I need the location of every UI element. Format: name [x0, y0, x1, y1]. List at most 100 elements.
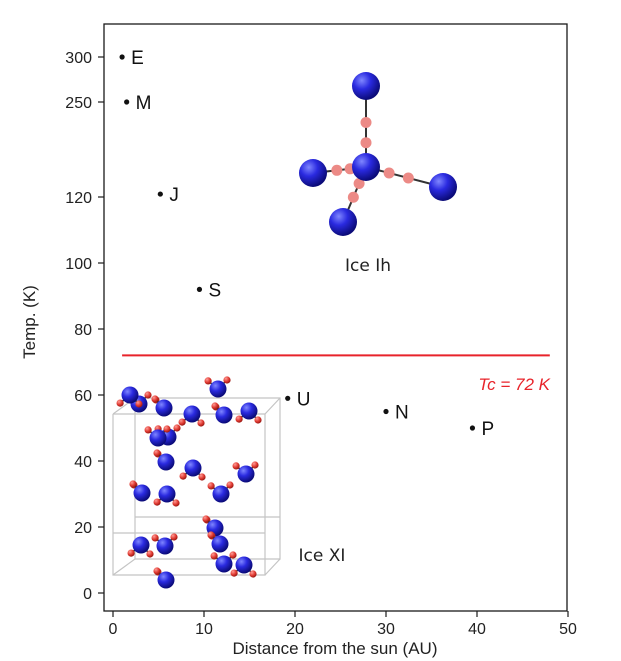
hydrogen-atom [229, 551, 237, 559]
hydrogen-atom [153, 567, 161, 575]
data-point-s [196, 286, 203, 292]
proton-site [360, 137, 372, 149]
oxygen-atom [240, 402, 258, 420]
hydrogen-atom [179, 472, 187, 480]
data-point-e [119, 54, 125, 60]
oxygen-atom [352, 72, 380, 100]
oxygen-atom [158, 485, 176, 503]
hydrogen-atom [173, 424, 181, 432]
oxygen-atom [235, 556, 253, 574]
oxygen-atom [429, 173, 457, 201]
hydrogen-atom [207, 482, 215, 490]
tc-value: = 72 K [496, 375, 551, 394]
unit-cell-edge [112, 558, 136, 576]
hydrogen-atom [144, 426, 152, 434]
y-tick-label: 100 [65, 256, 92, 273]
oxygen-atom [209, 380, 227, 398]
hydrogen-atom [249, 570, 257, 578]
hydrogen-atom [226, 481, 234, 489]
proton-site [347, 191, 359, 203]
hydrogen-atom [146, 550, 154, 558]
hydrogen-atom [153, 449, 161, 457]
oxygen-atom [299, 159, 327, 187]
hydrogen-atom [197, 419, 205, 427]
oxygen-atom [157, 571, 175, 589]
data-point-label: S [208, 280, 221, 301]
oxygen-atom [121, 386, 139, 404]
oxygen-atom [237, 465, 255, 483]
proton-site [402, 172, 414, 184]
oxygen-atom [352, 153, 380, 181]
oxygen-atom [149, 429, 167, 447]
oxygen-atom [183, 405, 201, 423]
proton-site [331, 164, 343, 176]
oxygen-atom [155, 399, 173, 417]
y-axis-ticks: 0 20 40 60 80 100 120 250 300 [65, 50, 104, 603]
data-point-label: P [481, 419, 494, 440]
y-tick-label: 20 [74, 520, 92, 537]
y-axis-title: Temp. (K) [20, 285, 39, 359]
data-point-p [469, 425, 476, 431]
hydrogen-atom [151, 534, 159, 542]
oxygen-atom [215, 555, 233, 573]
hydrogen-atom [202, 515, 210, 523]
oxygen-atom [215, 406, 233, 424]
y-tick-label: 300 [65, 50, 92, 67]
y-tick-label: 250 [65, 95, 92, 112]
hydrogen-atom [170, 533, 178, 541]
data-point-u [285, 395, 291, 401]
hydrogen-atom [153, 498, 161, 506]
hydrogen-atom [210, 552, 218, 560]
hydrogen-atom [198, 473, 206, 481]
hydrogen-atom [178, 418, 186, 426]
y-tick-label: 60 [74, 388, 92, 405]
hydrogen-atom [251, 461, 259, 469]
hydrogen-atom [129, 480, 137, 488]
oxygen-atom [329, 208, 357, 236]
y-tick-label: 40 [74, 454, 92, 471]
y-tick-label: 120 [65, 190, 92, 207]
hydrogen-atom [254, 416, 262, 424]
data-point-label: M [136, 93, 152, 114]
hydrogen-atom [172, 499, 180, 507]
hydrogen-atom [144, 391, 152, 399]
hydrogen-atom [135, 400, 143, 408]
x-axis-title: Distance from the sun (AU) [232, 639, 437, 658]
proton-site [360, 116, 372, 128]
unit-cell-edge [264, 397, 281, 415]
oxygen-atom [184, 459, 202, 477]
ice-xi-structure-illustration [112, 376, 281, 589]
ice-ih-label: Ice Ih [345, 256, 391, 276]
data-point-m [124, 99, 130, 105]
data-point-label: U [297, 389, 311, 410]
proton-site [353, 178, 365, 189]
ice-xi-label: Ice XI [299, 546, 346, 566]
ice-ih-structure-illustration [299, 72, 457, 236]
hydrogen-atom [235, 415, 243, 423]
oxygen-atom [157, 453, 175, 471]
plot-frame [103, 23, 568, 612]
oxygen-atom [211, 535, 229, 553]
proton-site [383, 167, 395, 179]
data-point-label: J [169, 185, 179, 206]
hydrogen-atom [204, 377, 212, 385]
tc-symbol: Tc [478, 375, 496, 394]
tc-label: Tc = 72 K [478, 375, 550, 394]
hydrogen-atom [163, 425, 171, 433]
data-point-label: N [395, 403, 409, 424]
data-point-label: E [131, 48, 144, 69]
hydrogen-atom [207, 531, 215, 539]
hydrogen-atom [223, 376, 231, 384]
hydrogen-atom [230, 569, 238, 577]
data-points: E M J S U N P [119, 48, 494, 440]
y-tick-label: 0 [83, 586, 92, 603]
data-point-j [157, 191, 163, 197]
hydrogen-atom [151, 395, 159, 403]
oxygen-atom [212, 485, 230, 503]
oxygen-atom [132, 536, 150, 554]
x-tick-label: 0 [109, 621, 118, 638]
oxygen-atom [156, 537, 174, 555]
x-tick-label: 20 [286, 621, 304, 638]
data-point-n [383, 408, 389, 415]
